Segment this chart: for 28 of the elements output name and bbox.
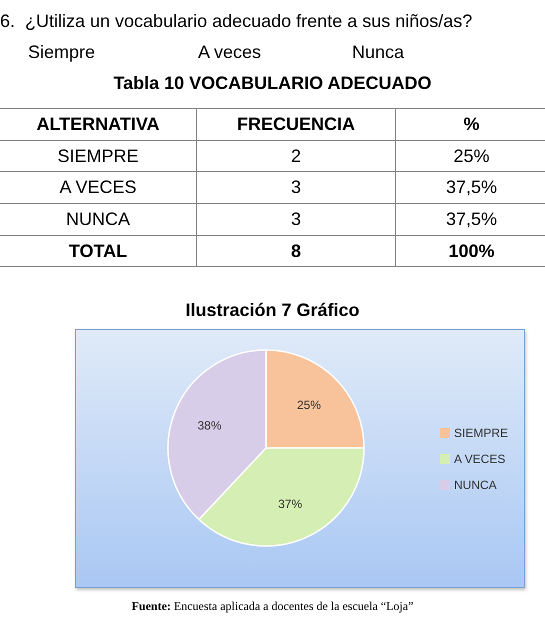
data-label: 8: [196, 235, 396, 267]
data-label: 2: [196, 140, 396, 172]
category-label: A VECES: [59, 177, 137, 198]
text: A veces: [198, 42, 262, 62]
text: Nunca: [352, 42, 404, 62]
source-note: Fuente: Encuesta aplicada a docentes de la escuela “Loja”: [130, 599, 414, 614]
data-label: 3: [196, 172, 396, 204]
category-label: TOTAL: [68, 240, 128, 261]
data-label: 25%: [296, 398, 322, 412]
chart-title: Ilustración 7 Gráfico: [185, 300, 360, 320]
text: ALTERNATIVA: [36, 114, 160, 134]
data-label: 3: [196, 204, 396, 236]
legend-label: A VECES: [454, 452, 506, 466]
data-label: 100%: [396, 235, 545, 267]
text: 6. ¿Utiliza un vocabulario adecuado frente a sus niños/as?: [0, 11, 472, 31]
data-label: 37%: [278, 496, 302, 511]
data-label: 37,5%: [396, 172, 545, 204]
text: Tabla 10 VOCABULARIO ADECUADO: [113, 73, 432, 93]
category-label: SIEMPRE: [57, 146, 139, 166]
category-label: NUNCA: [66, 208, 130, 229]
data-label: 38%: [197, 418, 222, 433]
legend-label: SIEMPRE: [454, 426, 508, 440]
data-label: 25%: [396, 140, 545, 172]
text: %: [463, 114, 480, 134]
text: Siempre: [28, 42, 96, 62]
legend-label: NUNCA: [454, 478, 497, 492]
text: FRECUENCIA: [236, 114, 355, 134]
data-label: 37,5%: [396, 204, 545, 236]
